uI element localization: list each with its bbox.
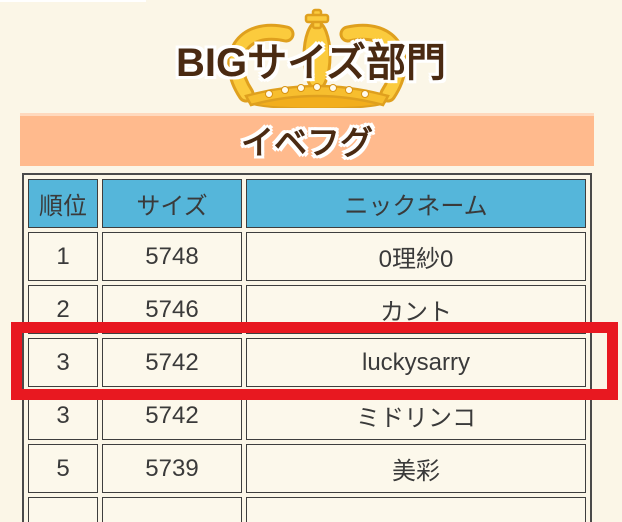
nickname-cell: luckysarry <box>246 338 586 387</box>
rank-cell: 5 <box>28 444 98 493</box>
table-row <box>28 497 586 522</box>
nickname-cell: カント <box>246 285 586 334</box>
column-header-size: サイズ <box>102 179 242 228</box>
rank-cell: 3 <box>28 391 98 440</box>
top-strip <box>0 0 146 2</box>
header-row: 順位 サイズ ニックネーム <box>28 179 586 228</box>
rank-cell <box>28 497 98 522</box>
event-banner-label: イベフグ <box>241 123 373 161</box>
size-cell: 5742 <box>102 338 242 387</box>
title-area: BIGサイズ部門 <box>0 0 622 112</box>
page-title: BIGサイズ部門 <box>176 41 446 85</box>
crown-icon <box>227 8 407 108</box>
ranking-table-header: 順位 サイズ ニックネーム <box>28 179 586 228</box>
size-cell: 5748 <box>102 232 242 281</box>
size-cell: 5742 <box>102 391 242 440</box>
column-header-nickname: ニックネーム <box>246 179 586 228</box>
nickname-cell <box>246 497 586 522</box>
nickname-cell: 美彩 <box>246 444 586 493</box>
rank-cell: 2 <box>28 285 98 334</box>
rank-cell: 3 <box>28 338 98 387</box>
nickname-cell: ミドリンコ <box>246 391 586 440</box>
size-cell <box>102 497 242 522</box>
size-cell: 5739 <box>102 444 242 493</box>
table-row: 5 5739 美彩 <box>28 444 586 493</box>
table-row: 1 5748 0理紗0 <box>28 232 586 281</box>
ranking-table: 順位 サイズ ニックネーム 1 5748 0理紗0 2 5746 カント 3 5… <box>22 173 592 522</box>
table-row: 2 5746 カント <box>28 285 586 334</box>
size-cell: 5746 <box>102 285 242 334</box>
nickname-cell: 0理紗0 <box>246 232 586 281</box>
event-banner: イベフグ <box>20 113 594 166</box>
column-header-rank: 順位 <box>28 179 98 228</box>
rank-cell: 1 <box>28 232 98 281</box>
ranking-table-body: 1 5748 0理紗0 2 5746 カント 3 5742 luckysarry… <box>28 232 586 522</box>
table-row-highlighted: 3 5742 luckysarry <box>28 338 586 387</box>
table-row: 3 5742 ミドリンコ <box>28 391 586 440</box>
